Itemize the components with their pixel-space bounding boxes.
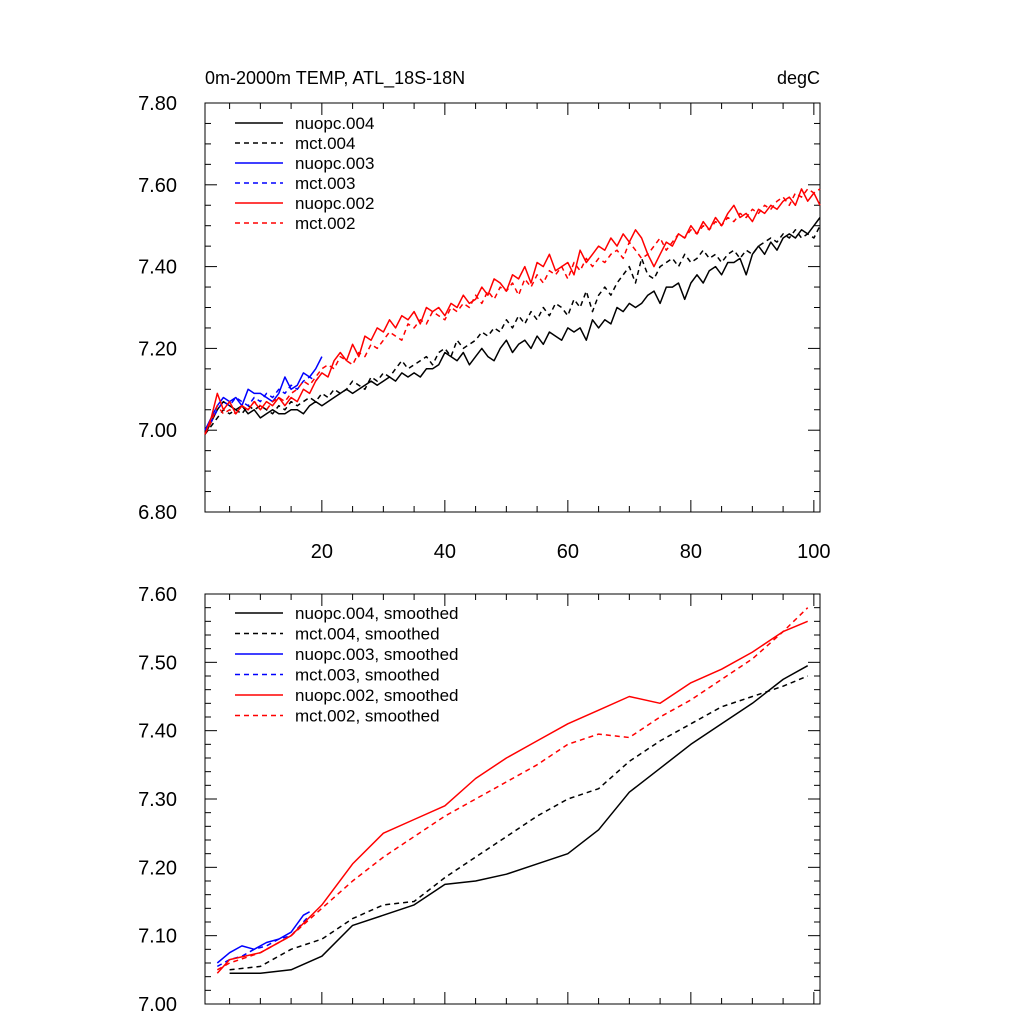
legend-label: mct.003 (295, 174, 355, 193)
series-line-nuopc-004-smoothed (229, 665, 809, 975)
y-tick-label: 7.50 (138, 652, 177, 674)
top-panel: 6.80 7.00 7.20 7.40 7.60 7.80 20 40 60 80 100 0m-20… (138, 68, 830, 563)
x-ticks (229, 103, 815, 512)
legend-label: mct.003, smoothed (295, 666, 440, 685)
legend-label: mct.002 (295, 214, 355, 233)
y-ticks (205, 593, 820, 1005)
y-tick-label: 7.40 (138, 721, 177, 743)
legend-label: nuopc.003, smoothed (295, 645, 459, 664)
x-tick-label: 20 (311, 541, 333, 563)
x-tick-label: 100 (797, 541, 830, 563)
bottom-panel: 7.00 7.10 7.20 7.30 7.40 7.50 7.60 nuopc.004, s… (138, 584, 821, 1016)
legend-label: mct.002, smoothed (295, 707, 440, 726)
chart-title: 0m-2000m TEMP, ATL_18S-18N (205, 68, 465, 89)
series-line-mct-002 (204, 188, 821, 435)
legend: nuopc.004mct.004nuopc.003mct.003nuopc.00… (235, 114, 374, 233)
legend-label: nuopc.004 (295, 114, 374, 133)
series-line-nuopc-002 (204, 188, 821, 435)
y-tick-label: 7.60 (138, 175, 177, 197)
series-line-mct-003 (204, 372, 323, 431)
legend-label: nuopc.002 (295, 194, 374, 213)
y-tick-label: 7.00 (138, 994, 177, 1016)
y-tick-label: 7.20 (138, 857, 177, 879)
series-line-nuopc-003 (204, 356, 323, 431)
legend-label: nuopc.002, smoothed (295, 686, 459, 705)
y-tick-label: 7.10 (138, 926, 177, 948)
series-line-mct-004 (204, 225, 821, 435)
series-line-nuopc-002-smoothed (216, 620, 808, 974)
legend-label: nuopc.004, smoothed (295, 604, 459, 623)
x-ticks (229, 594, 815, 1004)
legend-label: mct.004, smoothed (295, 625, 440, 644)
y-tick-label: 7.40 (138, 257, 177, 279)
x-tick-label: 40 (434, 541, 456, 563)
y-tick-label: 7.80 (138, 93, 177, 115)
units-label: degC (777, 68, 820, 88)
y-ticks (205, 102, 820, 513)
y-tick-label: 7.20 (138, 338, 177, 360)
legend-label: nuopc.003 (295, 154, 374, 173)
series-line-nuopc-003-smoothed (216, 911, 310, 964)
legend-label: mct.004 (295, 134, 355, 153)
y-tick-label: 6.80 (138, 502, 177, 524)
series-line-mct-004-smoothed (229, 675, 808, 971)
x-tick-label: 60 (557, 541, 579, 563)
y-tick-label: 7.60 (138, 584, 177, 606)
series-line-mct-002-smoothed (216, 607, 809, 971)
y-tick-label: 7.30 (138, 789, 177, 811)
x-tick-label: 80 (680, 541, 702, 563)
y-tick-label: 7.00 (138, 420, 177, 442)
series-line-nuopc-004 (204, 217, 821, 435)
